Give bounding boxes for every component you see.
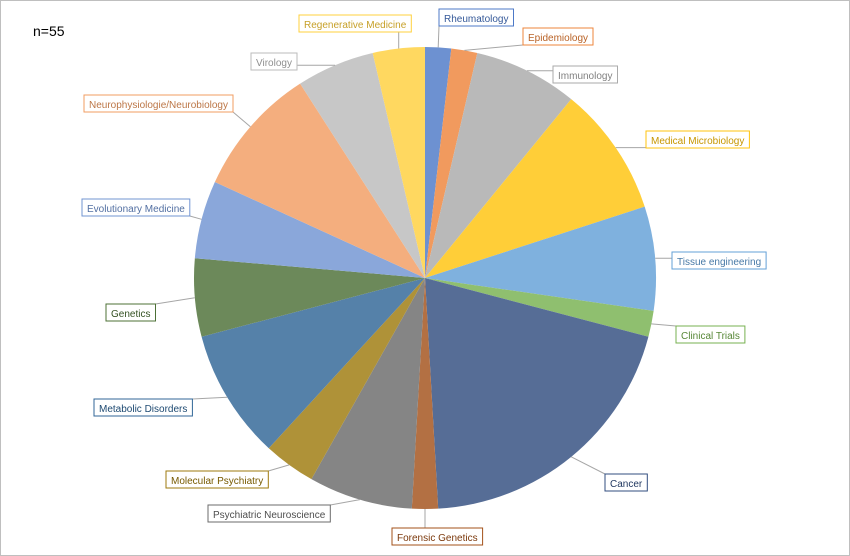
slice-label-box <box>671 251 767 270</box>
slice-label-box <box>522 27 594 46</box>
leader-line <box>155 297 195 305</box>
slice-label-box <box>675 325 746 344</box>
leader-line <box>189 215 202 220</box>
pie-slice-psychiatric-neuroscience <box>311 278 425 509</box>
slice-label-clinical-trials: Clinical Trials <box>681 331 740 342</box>
pie-slices <box>194 47 656 509</box>
pie-slice-virology <box>300 53 425 278</box>
slice-label-psychiatric-neuroscience: Psychiatric Neuroscience <box>213 510 326 521</box>
slice-label-virology: Virology <box>256 58 292 69</box>
leader-line <box>651 323 677 327</box>
slice-label-immunology: Immunology <box>558 71 612 82</box>
leader-line <box>570 456 606 475</box>
leader-lines <box>155 25 677 528</box>
slice-labels: Rheumatology Epidemiology Immunology Medica… <box>81 8 767 546</box>
leader-line <box>232 111 251 128</box>
slice-label-genetics: Genetics <box>111 309 150 320</box>
slice-label-box <box>81 198 191 217</box>
pie-slice-neurophysiologie-neurobiology <box>214 83 425 278</box>
slice-label-box <box>250 52 298 71</box>
pie-slice-evolutionary-medicine <box>194 182 425 278</box>
sample-size-label: n=55 <box>33 23 65 39</box>
pie-slice-tissue-engineering <box>425 206 656 311</box>
slice-label-regenerative-medicine: Regenerative Medicine <box>304 20 407 31</box>
pie-slice-molecular-psychiatry <box>268 278 425 480</box>
pie-slice-genetics <box>194 258 425 337</box>
pie-slice-metabolic-disorders <box>201 278 425 449</box>
slice-label-box <box>165 470 269 489</box>
slice-label-rheumatology: Rheumatology <box>444 14 508 25</box>
slice-label-box <box>645 130 750 149</box>
slice-label-forensic-genetics: Forensic Genetics <box>397 533 478 544</box>
slice-label-box <box>391 527 484 546</box>
slice-label-box <box>552 65 618 84</box>
leader-line <box>268 464 290 472</box>
slice-label-epidemiology: Epidemiology <box>528 33 588 44</box>
slice-label-box <box>93 398 193 417</box>
slice-label-box <box>83 94 234 113</box>
leader-line <box>330 499 360 506</box>
slice-label-metabolic-disorders: Metabolic Disorders <box>99 404 187 415</box>
pie-slice-medical-microbiology <box>425 99 645 278</box>
slice-label-tissue-engineering: Tissue engineering <box>677 257 761 268</box>
slice-label-box <box>604 473 648 492</box>
slice-label-box <box>105 303 156 322</box>
pie-slice-regenerative-medicine <box>372 47 425 278</box>
slice-label-cancer: Cancer <box>610 479 643 490</box>
leader-line <box>192 396 228 400</box>
pie-slice-clinical-trials <box>425 278 654 337</box>
pie-slice-forensic-genetics <box>411 278 439 509</box>
pie-slice-epidemiology <box>425 48 478 279</box>
slice-label-evolutionary-medicine: Evolutionary Medicine <box>87 204 185 215</box>
pie-slice-cancer <box>425 278 649 509</box>
slice-label-box <box>298 14 412 33</box>
slice-label-box <box>207 504 331 523</box>
pie-slice-rheumatology <box>425 47 452 278</box>
slice-label-molecular-psychiatry: Molecular Psychiatry <box>171 476 263 487</box>
leader-line <box>464 44 524 51</box>
slice-label-box <box>438 8 514 27</box>
leader-line <box>437 25 440 48</box>
slice-label-neurophysiologie-neurobiology: Neurophysiologie/Neurobiology <box>89 100 228 111</box>
slice-label-medical-microbiology: Medical Microbiology <box>651 136 744 147</box>
pie-slice-immunology <box>425 53 572 278</box>
